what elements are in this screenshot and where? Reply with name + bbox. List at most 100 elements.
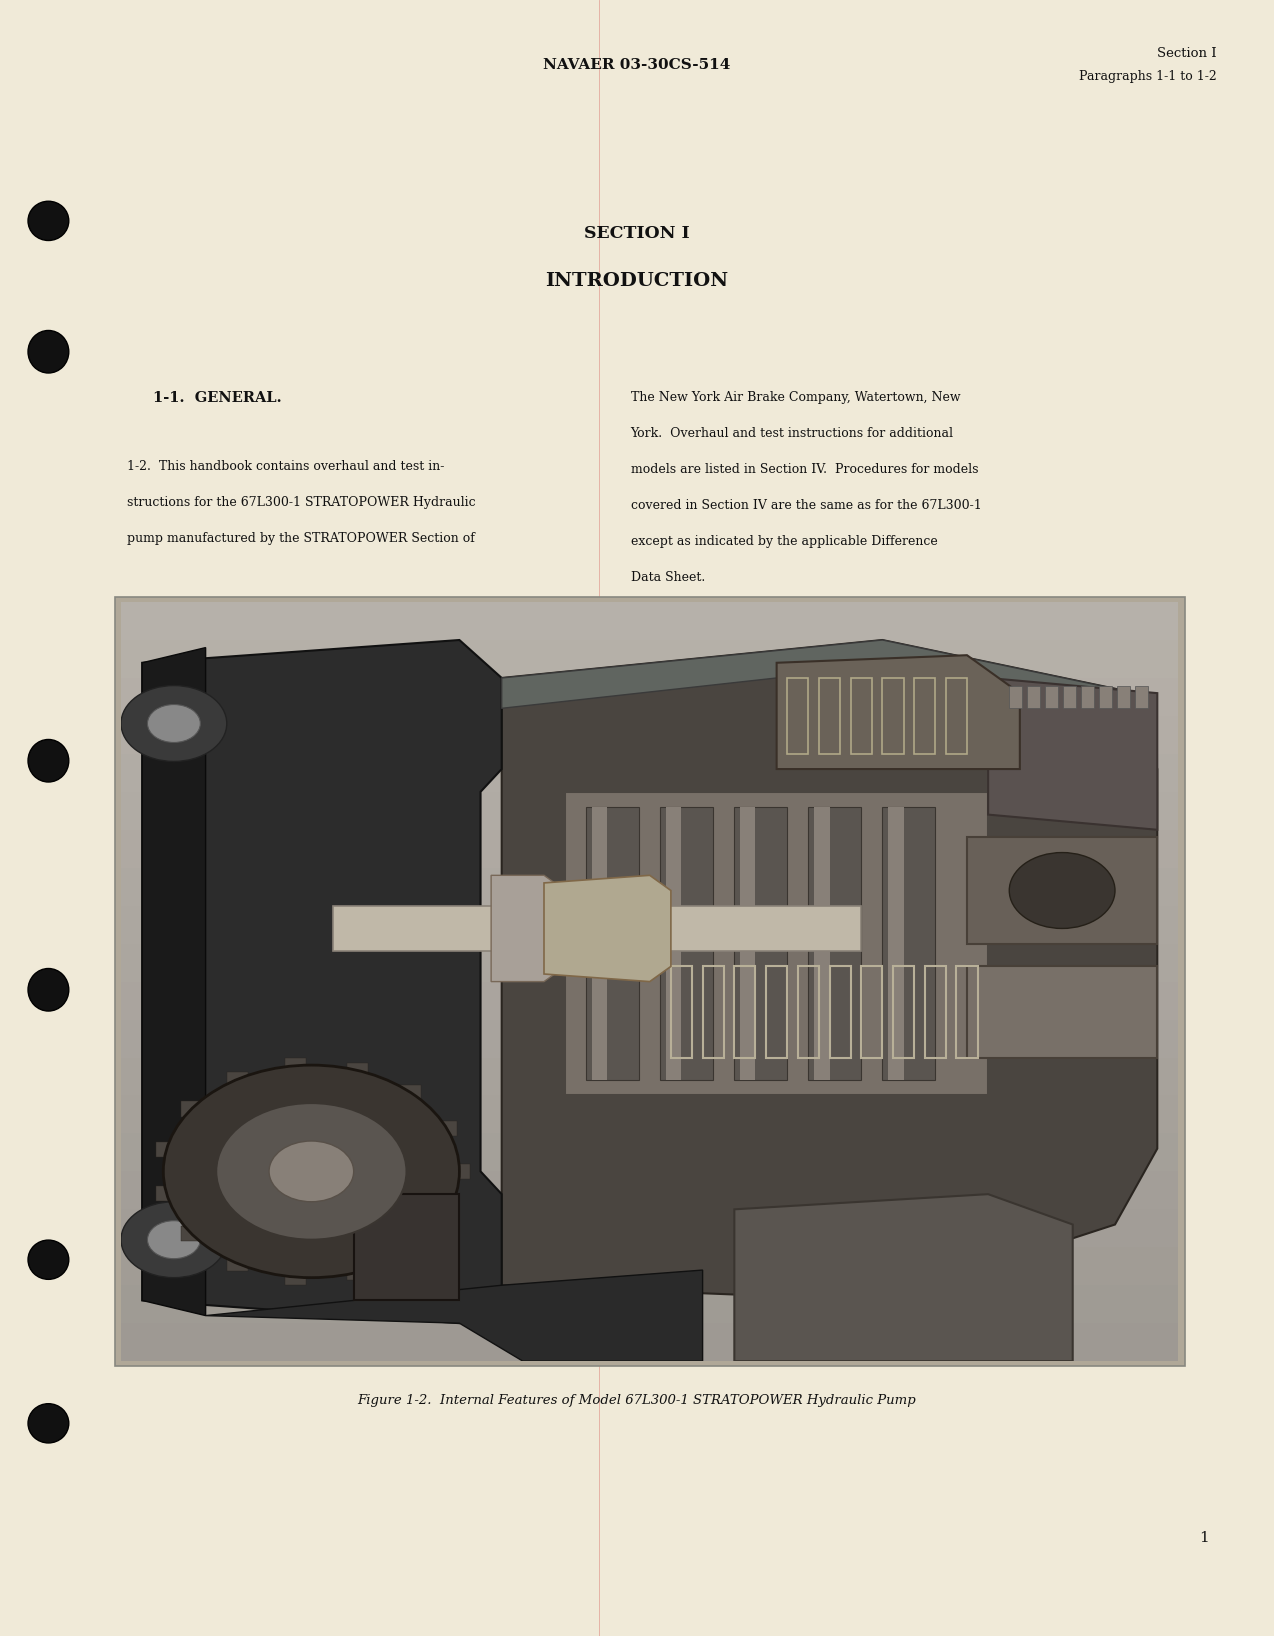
Bar: [665, 807, 682, 1080]
Bar: [703, 967, 724, 1057]
Bar: [925, 967, 945, 1057]
Bar: [227, 1256, 248, 1271]
Bar: [1045, 685, 1057, 708]
Text: 1-1.  GENERAL.: 1-1. GENERAL.: [153, 391, 282, 404]
Circle shape: [121, 1202, 227, 1278]
Text: pump manufactured by the STRATOPOWER Section of: pump manufactured by the STRATOPOWER Sec…: [127, 532, 475, 545]
Bar: [861, 967, 883, 1057]
Bar: [181, 1101, 203, 1116]
Bar: [671, 967, 692, 1057]
Circle shape: [163, 1065, 460, 1278]
Ellipse shape: [28, 739, 69, 782]
Bar: [591, 807, 608, 1080]
Polygon shape: [143, 640, 502, 1324]
Text: INTAKE: INTAKE: [1088, 795, 1142, 808]
Bar: [121, 1247, 1178, 1286]
Bar: [893, 967, 915, 1057]
Bar: [121, 677, 1178, 717]
Bar: [121, 1096, 1178, 1134]
Bar: [883, 677, 903, 754]
Bar: [967, 838, 1157, 944]
Text: SEAL: SEAL: [428, 1258, 464, 1271]
Polygon shape: [502, 640, 1136, 723]
Text: The New York Air Brake Company, Watertown, New: The New York Air Brake Company, Watertow…: [631, 391, 961, 404]
Polygon shape: [492, 875, 586, 982]
Bar: [566, 792, 989, 1096]
Text: covered in Section IV are the same as for the 67L300-1: covered in Section IV are the same as fo…: [631, 499, 981, 512]
Bar: [436, 1121, 457, 1135]
Text: Paragraphs 1-1 to 1-2: Paragraphs 1-1 to 1-2: [1079, 70, 1217, 83]
Ellipse shape: [28, 1404, 69, 1443]
Text: Figure 1-2.  Internal Features of Model 67L300-1 STRATOPOWER Hydraulic Pump: Figure 1-2. Internal Features of Model 6…: [358, 1394, 916, 1407]
Bar: [883, 807, 935, 1080]
Bar: [121, 1286, 1178, 1324]
Text: CHECK: CHECK: [1091, 846, 1139, 859]
Text: INTRODUCTION: INTRODUCTION: [545, 272, 729, 291]
Circle shape: [1009, 852, 1115, 929]
Text: CHECK SPRING: CHECK SPRING: [673, 623, 780, 636]
Bar: [121, 829, 1178, 867]
Bar: [1082, 685, 1094, 708]
Bar: [586, 807, 640, 1080]
Polygon shape: [143, 648, 205, 1315]
Text: DRIVE COUPLING: DRIVE COUPLING: [138, 1176, 257, 1189]
Text: Data Sheet.: Data Sheet.: [631, 571, 705, 584]
Text: models are listed in Section IV.  Procedures for models: models are listed in Section IV. Procedu…: [631, 463, 978, 476]
Ellipse shape: [28, 969, 69, 1011]
Polygon shape: [734, 1194, 1073, 1361]
Bar: [121, 717, 1178, 754]
Bar: [436, 1207, 457, 1222]
Bar: [798, 967, 819, 1057]
Circle shape: [217, 1103, 406, 1240]
Bar: [155, 1186, 177, 1201]
Text: NAVAER 03-30CS-514: NAVAER 03-30CS-514: [543, 59, 731, 72]
Bar: [1099, 685, 1112, 708]
Circle shape: [148, 1220, 200, 1258]
Text: 1: 1: [1199, 1531, 1209, 1544]
Bar: [400, 1243, 420, 1258]
Ellipse shape: [28, 201, 69, 240]
Text: structions for the 67L300-1 STRATOPOWER Hydraulic: structions for the 67L300-1 STRATOPOWER …: [127, 496, 476, 509]
Bar: [121, 1057, 1178, 1096]
Bar: [829, 967, 851, 1057]
FancyBboxPatch shape: [115, 597, 1185, 1366]
Bar: [888, 807, 903, 1080]
Text: Section I: Section I: [1157, 47, 1217, 61]
Bar: [915, 677, 935, 754]
Bar: [957, 967, 977, 1057]
Bar: [400, 1085, 420, 1099]
Ellipse shape: [28, 330, 69, 373]
Bar: [121, 1171, 1178, 1209]
Bar: [155, 1142, 177, 1157]
Bar: [285, 1270, 307, 1284]
Circle shape: [148, 705, 200, 743]
Text: DISCHARGE: DISCHARGE: [1074, 653, 1156, 666]
Bar: [448, 1163, 470, 1180]
Bar: [227, 1072, 248, 1086]
Bar: [660, 807, 713, 1080]
Bar: [347, 1265, 368, 1279]
Bar: [967, 967, 1157, 1057]
Bar: [121, 754, 1178, 792]
Bar: [121, 944, 1178, 982]
Text: York.  Overhaul and test instructions for additional: York. Overhaul and test instructions for…: [631, 427, 954, 440]
Bar: [1117, 685, 1130, 708]
Bar: [1027, 685, 1040, 708]
Bar: [121, 1324, 1178, 1361]
Bar: [121, 1134, 1178, 1171]
Polygon shape: [502, 640, 1157, 1301]
Bar: [766, 967, 787, 1057]
Text: PISTON: PISTON: [330, 653, 383, 666]
Text: 1-2.  This handbook contains overhaul and test in-: 1-2. This handbook contains overhaul and…: [127, 460, 445, 473]
Bar: [181, 1227, 203, 1242]
Circle shape: [121, 685, 227, 761]
Bar: [347, 1063, 368, 1078]
Bar: [121, 906, 1178, 944]
Bar: [354, 1194, 460, 1301]
Bar: [814, 807, 829, 1080]
Bar: [121, 602, 1178, 640]
Bar: [819, 677, 840, 754]
Bar: [809, 807, 861, 1080]
Bar: [851, 677, 871, 754]
Bar: [787, 677, 809, 754]
